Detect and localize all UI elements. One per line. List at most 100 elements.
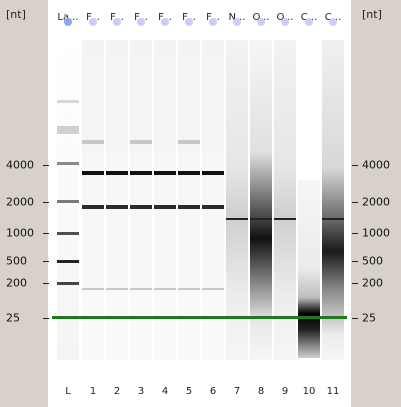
lane-column <box>106 40 128 360</box>
right-unit-label: [nt] <box>362 8 382 21</box>
lane-column <box>298 180 320 358</box>
lane-number: 7 <box>233 386 241 397</box>
lane-select-dot[interactable] <box>329 18 337 26</box>
gel-band <box>57 126 79 134</box>
lane-select-dot[interactable] <box>89 18 97 26</box>
lane-column <box>226 40 248 360</box>
gel-band <box>57 232 79 235</box>
gel-band <box>178 288 200 290</box>
gel-band <box>202 171 224 175</box>
right-tick-mark <box>352 318 358 319</box>
lane-name: F... <box>102 12 132 23</box>
gel-band <box>57 282 79 285</box>
lane-column <box>274 40 296 360</box>
left-size-tick: 25 <box>6 311 20 325</box>
gel-band <box>106 205 128 209</box>
lane-column <box>57 40 79 360</box>
lane-number: 2 <box>113 386 121 397</box>
right-size-tick: 500 <box>362 254 383 268</box>
lane-column <box>130 40 152 360</box>
gel-band <box>178 171 200 175</box>
lane-name: F... <box>126 12 156 23</box>
gel-band <box>57 200 79 203</box>
lane-select-dot[interactable] <box>209 18 217 26</box>
gel-band <box>106 288 128 290</box>
gel-band <box>130 288 152 290</box>
right-tick-mark <box>352 165 358 166</box>
gel-band <box>274 218 296 220</box>
lane-name: N... <box>222 12 252 23</box>
gel-band <box>154 205 176 209</box>
gel-band <box>106 171 128 175</box>
gel-band <box>130 171 152 175</box>
lane-name: F... <box>174 12 204 23</box>
gel-band <box>57 100 79 103</box>
gel-band <box>154 171 176 175</box>
gel-band <box>178 140 200 144</box>
lane-name: F... <box>198 12 228 23</box>
lane-select-dot[interactable] <box>137 18 145 26</box>
left-size-tick: 2000 <box>6 195 34 209</box>
gel-band <box>57 162 79 165</box>
lane-number: 4 <box>161 386 169 397</box>
left-size-tick: 500 <box>6 254 27 268</box>
right-size-tick: 25 <box>362 311 376 325</box>
gel-band <box>57 260 79 263</box>
lane-number: 5 <box>185 386 193 397</box>
gel-band <box>202 205 224 209</box>
gel-band <box>82 171 104 175</box>
right-size-axis <box>351 0 401 407</box>
left-size-tick: 1000 <box>6 226 34 240</box>
lane-number: 1 <box>89 386 97 397</box>
lane-name: C... <box>318 12 348 23</box>
gel-band <box>82 288 104 290</box>
lane-number: 9 <box>281 386 289 397</box>
lane-name: O... <box>246 12 276 23</box>
lane-number: 8 <box>257 386 265 397</box>
lane-number: L <box>65 386 71 397</box>
left-tick-mark <box>43 283 49 284</box>
left-tick-mark <box>43 318 49 319</box>
gel-band <box>130 205 152 209</box>
left-size-tick: 200 <box>6 276 27 290</box>
lane-select-dot[interactable] <box>233 18 241 26</box>
lane-select-dot[interactable] <box>305 18 313 26</box>
lane-number: 11 <box>326 386 340 397</box>
gel-band <box>202 288 224 290</box>
lane-name: La... <box>53 12 83 23</box>
left-tick-mark <box>43 165 49 166</box>
lane-select-dot[interactable] <box>185 18 193 26</box>
lane-name: F... <box>150 12 180 23</box>
lane-column <box>82 40 104 360</box>
lane-select-dot[interactable] <box>281 18 289 26</box>
gel-band <box>130 140 152 144</box>
lane-select-dot[interactable] <box>113 18 121 26</box>
right-tick-mark <box>352 283 358 284</box>
left-size-axis <box>0 0 48 407</box>
lane-column <box>250 40 272 360</box>
right-tick-mark <box>352 202 358 203</box>
left-tick-mark <box>43 202 49 203</box>
right-tick-mark <box>352 233 358 234</box>
left-size-tick: 4000 <box>6 158 34 172</box>
gel-band <box>82 140 104 144</box>
gel-band <box>82 205 104 209</box>
lane-select-dot[interactable] <box>64 18 72 26</box>
lane-column <box>202 40 224 360</box>
lower-marker-line <box>52 316 347 319</box>
lane-column <box>322 40 344 360</box>
lane-name: F... <box>78 12 108 23</box>
left-tick-mark <box>43 261 49 262</box>
lane-name: C... <box>294 12 324 23</box>
right-size-tick: 2000 <box>362 195 390 209</box>
lane-select-dot[interactable] <box>257 18 265 26</box>
lane-name: O... <box>270 12 300 23</box>
left-tick-mark <box>43 233 49 234</box>
lane-number: 3 <box>137 386 145 397</box>
lane-column <box>178 40 200 360</box>
lane-select-dot[interactable] <box>161 18 169 26</box>
left-unit-label: [nt] <box>6 8 26 21</box>
lane-number: 6 <box>209 386 217 397</box>
lane-column <box>154 40 176 360</box>
